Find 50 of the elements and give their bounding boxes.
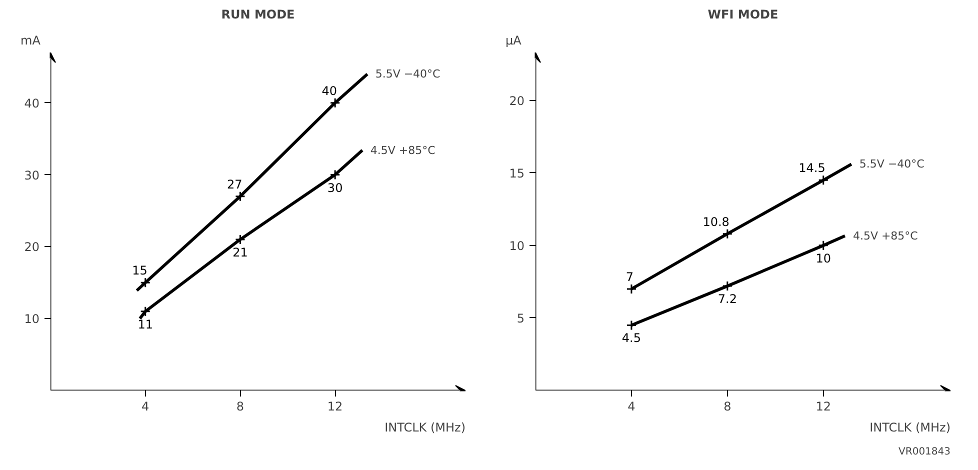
point <box>626 284 637 294</box>
point <box>818 240 829 251</box>
point <box>140 277 151 288</box>
y-tick-label: 20 <box>24 240 40 254</box>
x-axis-title: INTCLK (MHz) <box>384 420 466 434</box>
data-label: 14.5 <box>798 161 826 176</box>
series-label: 5.5V −40°C <box>375 68 441 81</box>
y-axis-title: μA <box>506 34 522 48</box>
x-tick-label: 8 <box>236 400 244 414</box>
x-tick-label: 4 <box>142 400 150 414</box>
data-label: 7 <box>626 270 634 284</box>
point <box>234 234 246 245</box>
y-tick-label: 30 <box>24 168 40 182</box>
series-label: 5.5V −40°C <box>859 158 925 171</box>
x-tick-label: 8 <box>724 400 732 414</box>
chart-title: WFI MODE <box>708 8 778 22</box>
data-label: 27 <box>226 177 242 192</box>
point <box>330 98 340 108</box>
x-tick-label: 12 <box>327 400 343 414</box>
point <box>818 174 829 186</box>
line-series <box>135 72 369 292</box>
point <box>140 306 151 317</box>
point <box>626 320 637 330</box>
data-label: 11 <box>138 317 154 332</box>
series-label: 4.5V +85°C <box>852 229 918 242</box>
y-tick-label: 40 <box>24 96 40 110</box>
x-axis-title: INTCLK (MHz) <box>870 420 951 434</box>
point <box>330 170 340 180</box>
data-label: 15 <box>132 264 148 278</box>
x-tick-label: 12 <box>816 400 832 414</box>
x-tick-label: 4 <box>628 400 636 414</box>
y-tick-label: 10 <box>509 238 525 253</box>
data-label: 10.8 <box>702 214 730 229</box>
y-tick-label: 15 <box>509 166 525 180</box>
data-label: 4.5 <box>622 331 642 346</box>
data-label: 30 <box>327 180 343 195</box>
data-label: 40 <box>322 84 338 98</box>
series-label: 4.5V +85°C <box>370 144 436 157</box>
y-tick-label: 5 <box>516 311 525 326</box>
text: VR001843 <box>898 446 951 458</box>
y-axis-title: mA <box>20 34 42 48</box>
point <box>234 191 246 202</box>
data-label: 7.2 <box>718 292 737 306</box>
y-tick-label: 20 <box>509 94 525 108</box>
chart-title: RUN MODE <box>221 8 295 22</box>
point <box>722 280 733 292</box>
y-tick-label: 10 <box>24 312 40 326</box>
point <box>722 228 733 240</box>
data-label: 10 <box>816 251 832 266</box>
data-label: 21 <box>232 245 248 260</box>
